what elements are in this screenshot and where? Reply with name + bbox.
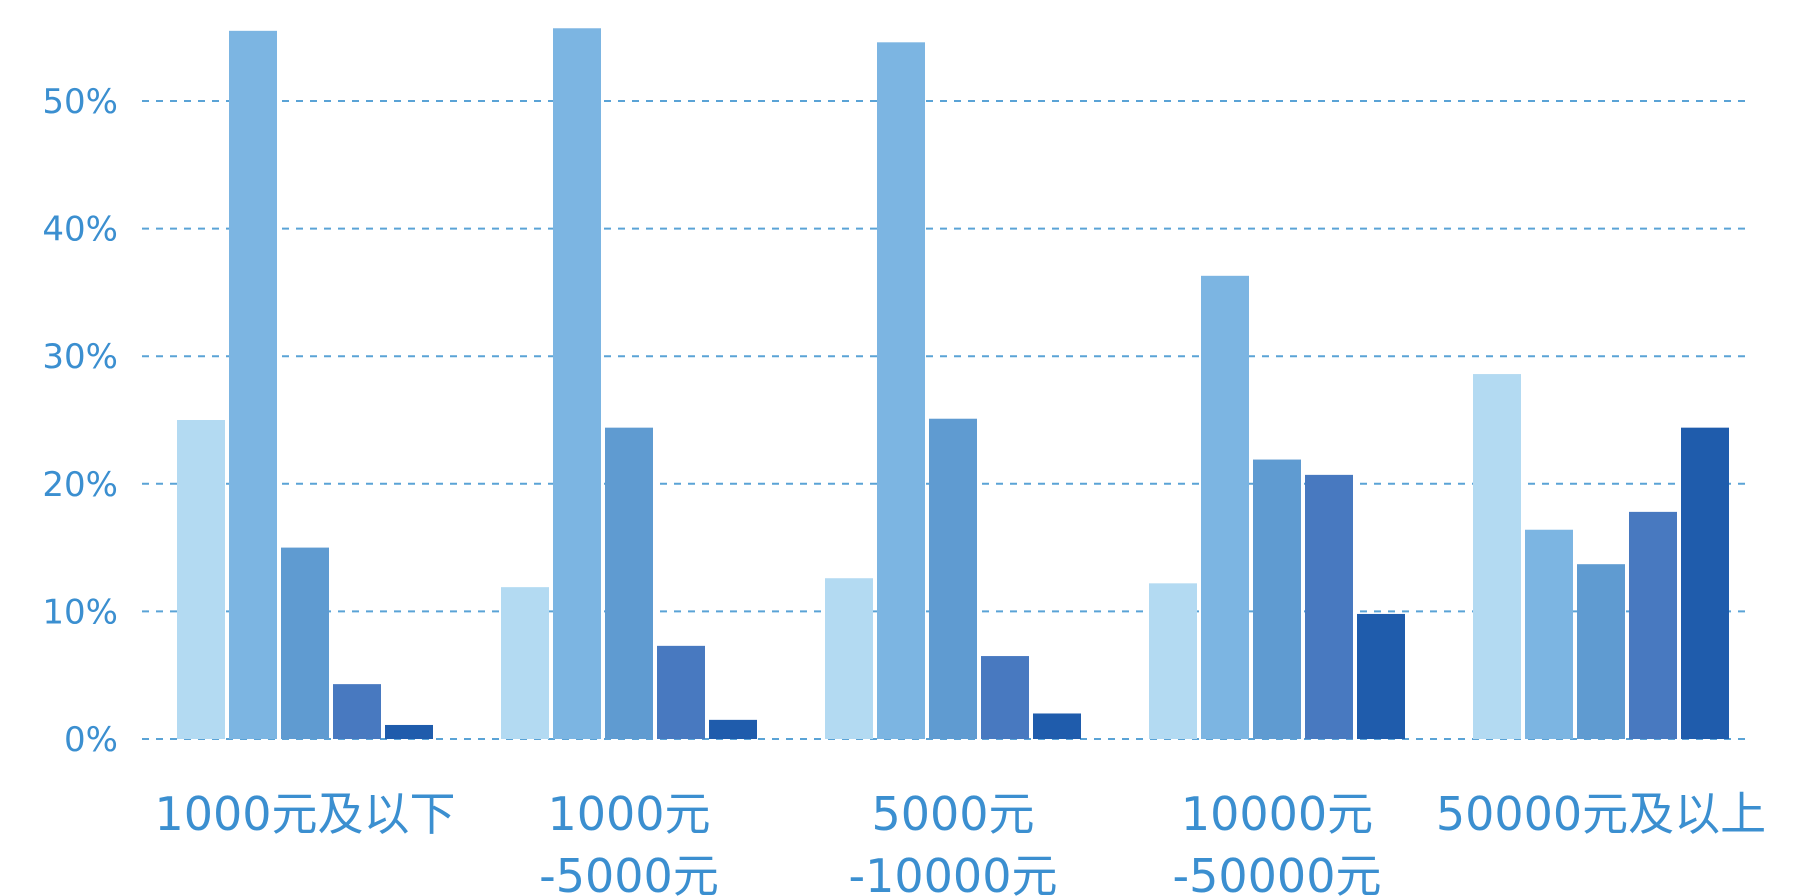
bar [1033, 713, 1081, 739]
bar [281, 547, 329, 739]
bar [657, 645, 705, 739]
x-tick-label: -10000元 [849, 849, 1058, 896]
bar [229, 30, 277, 739]
x-tick-label: -5000元 [539, 849, 719, 896]
bar [981, 656, 1029, 739]
bar [1253, 459, 1301, 739]
x-tick-label: 50000元及以上 [1436, 787, 1766, 841]
y-tick-label: 50% [42, 82, 118, 122]
bar [177, 420, 225, 739]
bar [605, 427, 653, 739]
bar [1357, 613, 1405, 739]
bar [929, 418, 977, 739]
bar [825, 578, 873, 739]
x-tick-label: 5000元 [871, 787, 1034, 841]
bar [385, 724, 433, 739]
bar [1473, 374, 1521, 739]
bar [1305, 474, 1353, 739]
x-tick-label: 10000元 [1181, 787, 1373, 841]
bar [553, 28, 601, 739]
bar [877, 42, 925, 739]
y-tick-label: 30% [42, 337, 118, 377]
bar [1525, 529, 1573, 739]
bar [501, 587, 549, 739]
y-tick-label: 10% [42, 592, 118, 632]
x-tick-label: 1000元及以下 [154, 787, 455, 841]
x-axis-ticks: 1000元及以下 1000元 -5000元 5000元 -10000元 10000元 -50… [154, 787, 1766, 896]
bar [709, 719, 757, 739]
y-axis-ticks: 0% 10% 20% 30% 40% 50% [42, 82, 118, 760]
bar [1629, 511, 1677, 739]
y-tick-label: 40% [42, 210, 118, 250]
bar [1201, 275, 1249, 739]
bars [177, 28, 1729, 739]
bar [333, 684, 381, 739]
x-tick-label: 1000元 [547, 787, 710, 841]
bar [1577, 564, 1625, 739]
bar [1149, 583, 1197, 739]
y-tick-label: 20% [42, 465, 118, 505]
y-tick-label: 0% [64, 720, 118, 760]
x-tick-label: -50000元 [1173, 849, 1382, 896]
bar [1681, 427, 1729, 739]
